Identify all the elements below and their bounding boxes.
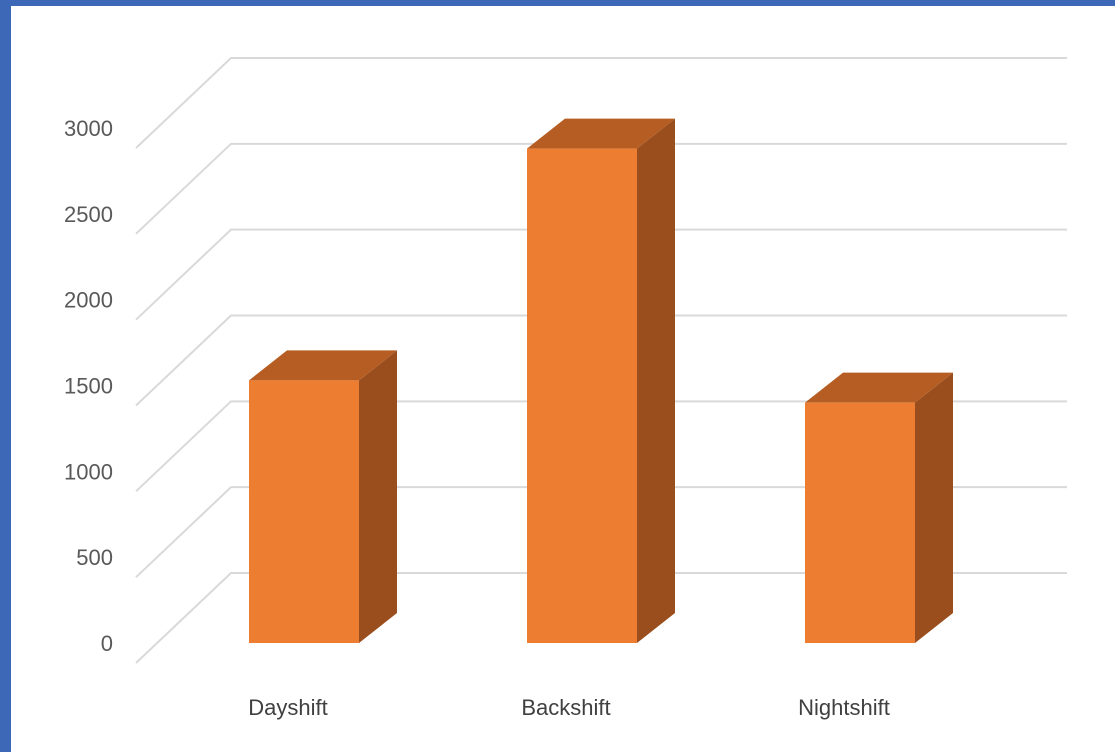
y-tick-label-3000: 3000 [64, 116, 113, 141]
gridline-1500 [135, 314, 1067, 407]
bar-top-backshift [527, 118, 675, 149]
y-tick-label-0: 0 [101, 631, 113, 656]
bar-side-nightshift [915, 372, 953, 643]
bar-nightshift [805, 372, 953, 643]
y-tick-label-1500: 1500 [64, 374, 113, 399]
gridline-0 [135, 572, 1067, 664]
bar-top-nightshift [805, 372, 953, 403]
bar-front-backshift [527, 148, 637, 643]
gridline-2500 [135, 142, 1067, 235]
bar-backshift [527, 118, 675, 644]
gridlines [135, 57, 1067, 664]
chart-frame: 0 500 1000 1500 2000 2500 3000 Dayshift Backshi… [11, 6, 1115, 752]
y-tick-label-2500: 2500 [64, 202, 113, 227]
x-axis-category-labels: Dayshift Backshift Nightshift [248, 695, 890, 720]
y-tick-label-1000: 1000 [64, 459, 113, 484]
bar-dayshift [249, 350, 397, 643]
gridline-2000 [135, 228, 1067, 321]
bar-front-dayshift [249, 380, 359, 643]
x-category-label-nightshift: Nightshift [798, 695, 890, 720]
y-axis-tick-labels: 0 500 1000 1500 2000 2500 3000 [64, 116, 113, 656]
x-category-label-dayshift: Dayshift [248, 695, 327, 720]
bar-top-dayshift [249, 350, 397, 381]
y-tick-label-2000: 2000 [64, 288, 113, 313]
bar-side-backshift [637, 118, 675, 644]
gridline-3000 [135, 57, 1067, 149]
bar-side-dayshift [359, 350, 397, 643]
bar-chart: 0 500 1000 1500 2000 2500 3000 Dayshift Backshi… [64, 57, 1067, 720]
x-category-label-backshift: Backshift [521, 695, 610, 720]
gridline-500 [135, 486, 1067, 578]
bars [249, 118, 953, 644]
bar-front-nightshift [805, 402, 915, 643]
y-tick-label-500: 500 [76, 545, 113, 570]
gridline-1000 [135, 400, 1067, 493]
